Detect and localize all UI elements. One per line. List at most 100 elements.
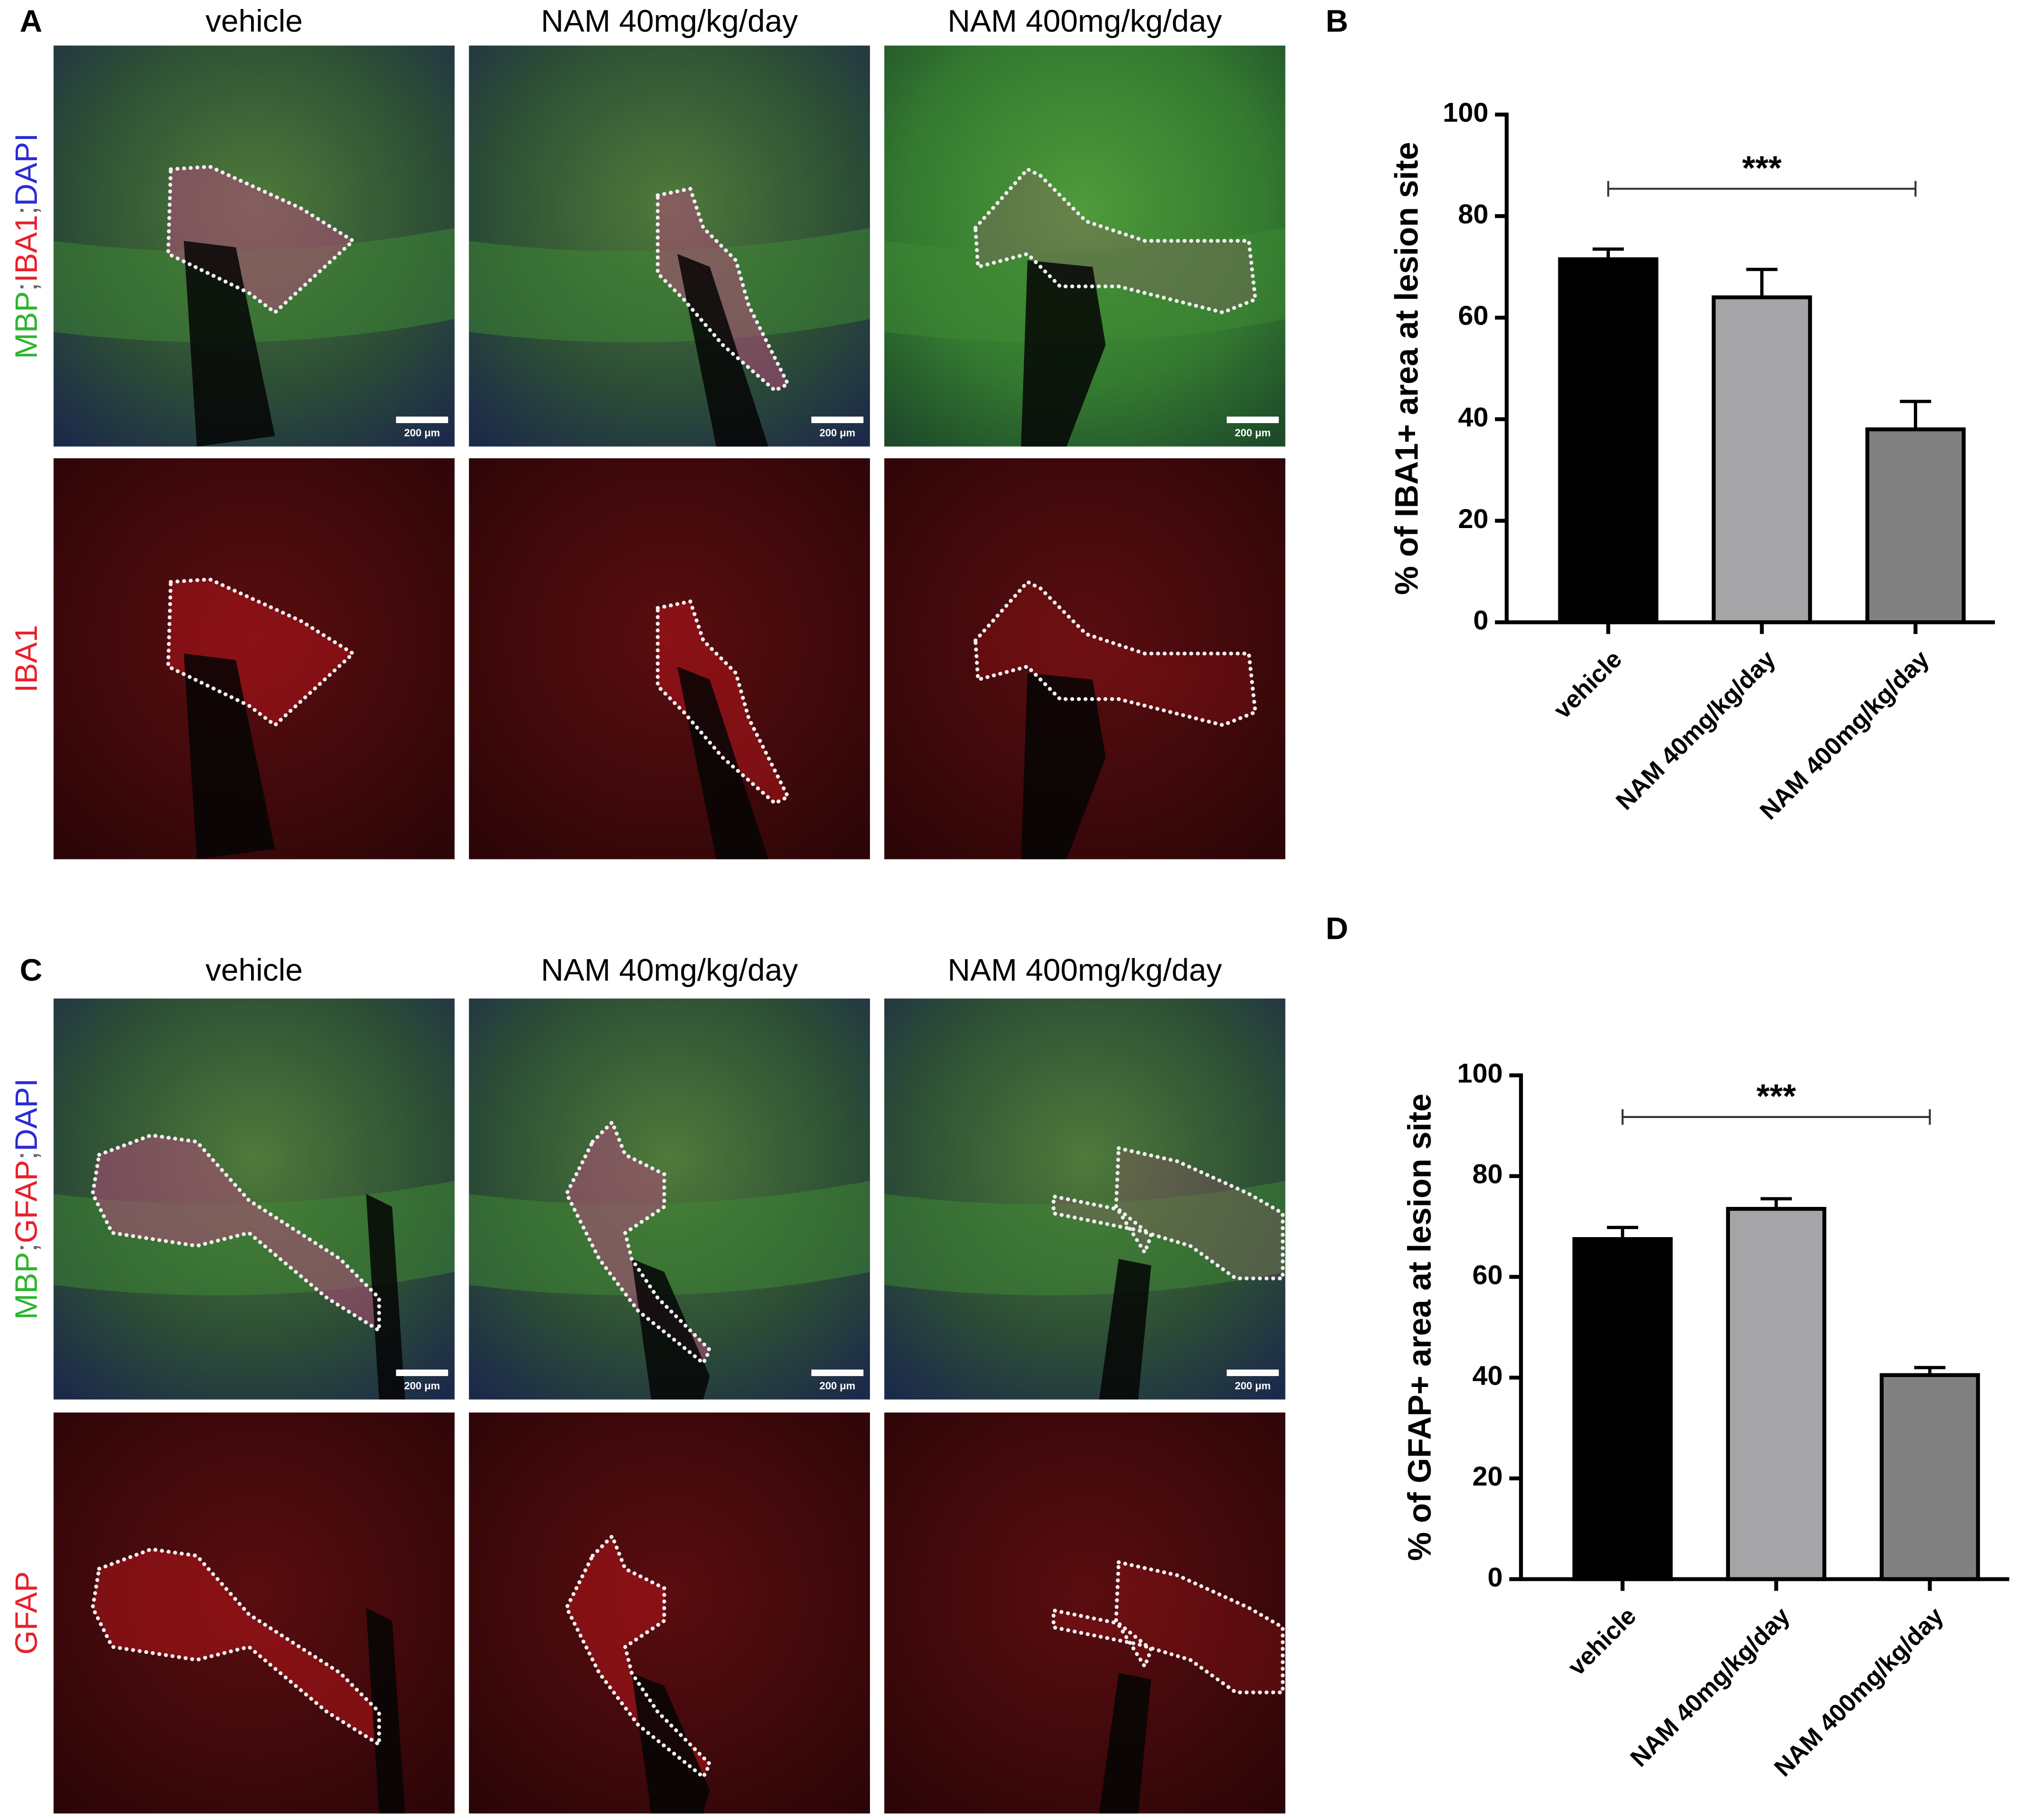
scale-bar [396, 416, 448, 424]
y-tick-label: 40 [1472, 1361, 1503, 1391]
ventricle [1021, 673, 1106, 859]
x-tick-label: NAM 400mg/kg/day [1755, 645, 1935, 825]
y-axis-label: % of GFAP+ area at lesion site [1401, 1093, 1438, 1561]
lesion-fill [566, 1536, 710, 1777]
micrograph [53, 1413, 455, 1814]
y-tick-label: 100 [1457, 1058, 1503, 1089]
micrograph [53, 458, 455, 859]
micrograph: 200 μm [53, 45, 455, 447]
row-label-part: ; [9, 1151, 44, 1160]
bar [1879, 1373, 1980, 1581]
lesion-fill [975, 169, 1256, 312]
lesion-fill [1053, 1148, 1283, 1279]
micrograph: 200 μm [884, 45, 1286, 447]
ventricle [632, 1259, 710, 1400]
lesion-outline [973, 579, 1258, 728]
lesion-outline [564, 1533, 713, 1780]
y-tick-label: 20 [1472, 1462, 1503, 1492]
column-header: NAM 400mg/kg/day [947, 4, 1222, 39]
row-label: MBP;GFAP;DAPI [9, 1078, 44, 1319]
ventricle [366, 1194, 405, 1400]
y-tick-label: 60 [1458, 301, 1488, 331]
y-tick-label: 0 [1487, 1562, 1503, 1593]
bar [1572, 1237, 1673, 1581]
row-label: GFAP [9, 1571, 44, 1655]
micrograph [469, 1413, 870, 1814]
bar [1726, 1207, 1826, 1581]
y-tick-label: 80 [1458, 199, 1488, 229]
row-label-part: DAPI [9, 133, 44, 206]
lesion-outline [1051, 1560, 1285, 1695]
lesion-outline [564, 1118, 713, 1366]
row-label-part: IBA1 [9, 625, 44, 693]
x-tick-label: vehicle [1548, 645, 1627, 724]
scale-bar-label: 200 μm [1235, 427, 1271, 439]
scale-bar [1226, 1369, 1279, 1376]
micrograph: 200 μm [469, 45, 870, 447]
scale-bar [1226, 416, 1279, 424]
row-label-part: MBP [9, 1252, 44, 1319]
column-header: vehicle [206, 953, 303, 988]
bar [1865, 427, 1966, 624]
y-tick-label: 40 [1458, 402, 1488, 433]
lesion-fill [658, 189, 788, 391]
ventricle [366, 1608, 405, 1814]
micrograph [469, 458, 870, 859]
lesion-outline [166, 165, 356, 315]
ventricle [1099, 1673, 1151, 1814]
y-tick-label: 20 [1458, 504, 1488, 534]
ventricle [183, 241, 275, 447]
scale-bar-label: 200 μm [404, 1380, 440, 1392]
significance-label: *** [1756, 1077, 1796, 1115]
lesion-outline [1051, 1145, 1285, 1281]
scale-bar-label: 200 μm [404, 427, 440, 439]
y-tick-label: 80 [1472, 1159, 1503, 1189]
panel-label: D [1326, 911, 1348, 946]
row-label-part: ; [9, 206, 44, 215]
row-label: IBA1 [9, 625, 44, 693]
tissue-band [884, 1180, 1286, 1296]
micrograph [884, 1413, 1286, 1814]
micrograph: 200 μm [53, 998, 455, 1400]
y-axis-label: % of IBA1+ area at lesion site [1388, 142, 1425, 595]
x-tick-label: NAM 400mg/kg/day [1769, 1602, 1949, 1782]
column-header: NAM 400mg/kg/day [947, 953, 1222, 988]
column-header: vehicle [206, 4, 303, 39]
row-label-part: MBP [9, 291, 44, 359]
scale-bar-label: 200 μm [819, 1380, 855, 1392]
scale-bar [811, 416, 864, 424]
micrograph: 200 μm [884, 998, 1286, 1400]
panel-label: A [20, 4, 43, 39]
ventricle [632, 1673, 710, 1814]
y-tick-label: 60 [1472, 1260, 1503, 1290]
scale-bar [811, 1369, 864, 1376]
row-label-part: DAPI [9, 1078, 44, 1151]
micrograph-background [884, 1413, 1286, 1814]
column-header: NAM 40mg/kg/day [541, 4, 798, 39]
ventricle [677, 667, 769, 859]
lesion-outline [973, 166, 1258, 315]
lesion-fill [975, 582, 1256, 725]
row-label-part: ; [9, 283, 44, 291]
micrograph [884, 458, 1286, 859]
lesion-fill [566, 1122, 710, 1363]
ventricle [183, 653, 275, 859]
y-tick-label: 0 [1473, 606, 1488, 636]
row-label-part: GFAP [9, 1571, 44, 1655]
lesion-outline [166, 577, 356, 728]
ventricle [1099, 1259, 1151, 1400]
row-label-part: IBA1 [9, 215, 44, 282]
micrograph: 200 μm [469, 998, 870, 1400]
y-tick-label: 100 [1443, 98, 1488, 128]
lesion-outline [90, 1133, 381, 1334]
x-tick-label: vehicle [1563, 1602, 1642, 1681]
panel-label: C [20, 953, 43, 988]
lesion-outline [656, 599, 791, 806]
scale-bar [396, 1369, 448, 1376]
x-tick-label: NAM 40mg/kg/day [1625, 1602, 1795, 1772]
lesion-outline [656, 186, 791, 393]
column-header: NAM 40mg/kg/day [541, 953, 798, 988]
panel-label: B [1326, 4, 1348, 39]
row-label-part: ; [9, 1243, 44, 1252]
